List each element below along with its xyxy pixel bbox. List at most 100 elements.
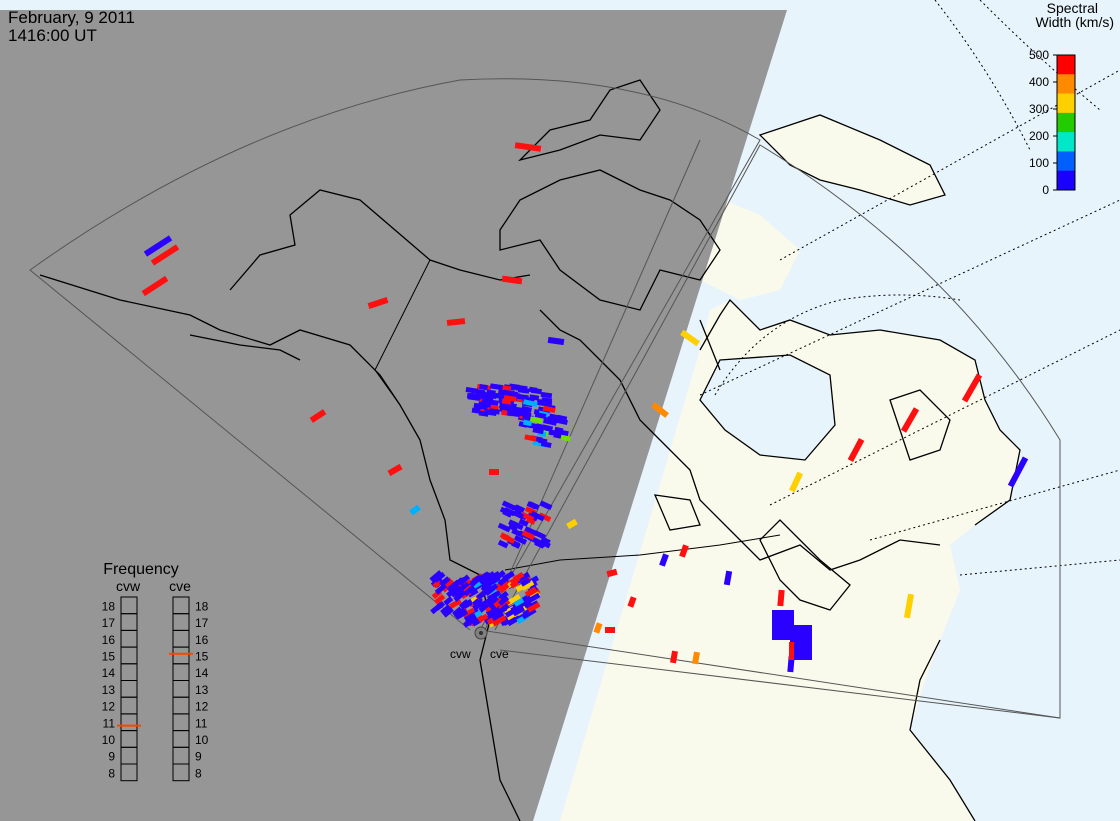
frequency-scale-label: 9 xyxy=(195,750,202,764)
colorbar-tick-label: 200 xyxy=(1029,129,1049,143)
frequency-scale-label: 11 xyxy=(103,716,116,730)
echo-cell xyxy=(502,509,513,518)
echo-cell xyxy=(540,391,553,399)
frequency-scale-label: 9 xyxy=(108,750,115,764)
latlon-grid xyxy=(699,0,1120,576)
echo-cell xyxy=(509,580,520,589)
time-label: 1416:00 UT xyxy=(8,26,97,45)
frequency-scale-label: 18 xyxy=(195,599,209,613)
echo-cell xyxy=(1007,456,1029,488)
echo-cell xyxy=(479,384,488,391)
echo-cell xyxy=(521,405,532,413)
echo-cell xyxy=(501,275,523,285)
echo-cell xyxy=(496,603,510,616)
colorbar: Spectral Width (km/s) 500 400 300 200 100 0 xyxy=(1029,0,1114,197)
echo-cell xyxy=(491,611,505,622)
echo-cell xyxy=(478,602,490,613)
echo-cell xyxy=(514,142,542,152)
echo-cell xyxy=(627,596,637,608)
frequency-scale-label: 15 xyxy=(195,649,209,663)
echo-cell xyxy=(512,606,526,617)
echo-cell xyxy=(443,596,454,606)
echo-cell xyxy=(510,602,523,613)
echo-cell xyxy=(534,411,547,420)
colorbar-segment xyxy=(1057,151,1075,172)
echo-cell xyxy=(462,600,473,609)
echo-cell xyxy=(659,553,669,567)
echo-cell xyxy=(465,387,479,394)
echo-cell xyxy=(520,577,531,587)
echo-cell xyxy=(141,275,169,297)
echo-cells xyxy=(141,142,1029,673)
echo-cell xyxy=(520,580,535,591)
echo-cell xyxy=(497,576,508,587)
frequency-scale-label: 14 xyxy=(195,666,209,680)
echo-cell xyxy=(442,606,454,618)
echo-cell xyxy=(446,586,459,598)
echo-cell xyxy=(409,504,421,516)
frequency-scale-label: 8 xyxy=(108,766,115,780)
frequency-scale-label: 15 xyxy=(102,649,116,663)
frequency-title: Frequency xyxy=(103,561,179,578)
echo-cell xyxy=(530,511,545,522)
echo-cell xyxy=(508,520,519,529)
echo-cell xyxy=(485,574,498,586)
radar-site: cvw cve xyxy=(450,626,509,661)
frequency-cvw-label: cvw xyxy=(116,578,141,594)
echo-cell xyxy=(463,584,476,597)
echo-cell xyxy=(507,390,518,397)
frequency-scale-label: 17 xyxy=(195,616,209,630)
echo-cell xyxy=(772,610,794,640)
colorbar-tick-label: 400 xyxy=(1029,75,1049,89)
frequency-scale-label: 13 xyxy=(195,683,209,697)
echo-cell xyxy=(777,589,785,607)
echo-cell xyxy=(489,383,503,391)
echo-cell xyxy=(452,606,463,617)
echo-cell xyxy=(441,579,456,593)
echo-cell xyxy=(651,402,669,418)
frequency-panel: Frequency cvw cve 18 18 17 17 16 16 15 15 14 14 13… xyxy=(102,561,209,782)
night-region xyxy=(0,10,787,821)
echo-cell xyxy=(524,586,538,597)
echo-cell xyxy=(497,389,507,396)
echo-cell xyxy=(498,590,509,601)
echo-cell xyxy=(605,627,615,633)
echo-cell xyxy=(903,593,915,619)
colorbar-tick-label: 500 xyxy=(1029,48,1049,62)
echo-cell xyxy=(528,501,540,510)
echo-cell xyxy=(449,598,462,609)
echo-cell xyxy=(961,373,983,403)
echo-cell xyxy=(547,336,565,346)
echo-cell xyxy=(540,440,552,448)
echo-cell xyxy=(593,622,603,634)
echo-cell xyxy=(680,329,700,347)
echo-cell xyxy=(471,580,483,590)
echo-cell xyxy=(530,387,542,395)
radar-label-cve: cve xyxy=(490,647,509,661)
echo-cell xyxy=(485,399,499,406)
echo-cell xyxy=(440,604,452,615)
echo-cell xyxy=(450,587,463,598)
echo-cell xyxy=(458,574,471,586)
echo-cell xyxy=(517,387,528,394)
frequency-scale-label: 16 xyxy=(102,633,116,647)
echo-cell xyxy=(518,518,529,527)
echo-cell xyxy=(489,469,499,475)
radar-fov xyxy=(29,78,1061,719)
echo-cell xyxy=(501,398,512,405)
echo-cell xyxy=(473,402,488,410)
echo-cell xyxy=(670,650,678,664)
echo-cell xyxy=(789,642,794,660)
echo-cell xyxy=(494,570,506,581)
echo-cell xyxy=(458,599,470,610)
colorbar-segment xyxy=(1057,170,1075,191)
echo-cell xyxy=(497,539,509,549)
frequency-scale-label: 10 xyxy=(195,733,209,747)
echo-cell xyxy=(446,318,466,326)
echo-cell xyxy=(541,540,551,549)
echo-cell xyxy=(433,594,446,605)
frequency-cve-label: cve xyxy=(169,578,191,594)
echo-cell xyxy=(512,505,524,514)
echo-cell xyxy=(506,615,521,627)
echo-cell xyxy=(847,437,865,463)
